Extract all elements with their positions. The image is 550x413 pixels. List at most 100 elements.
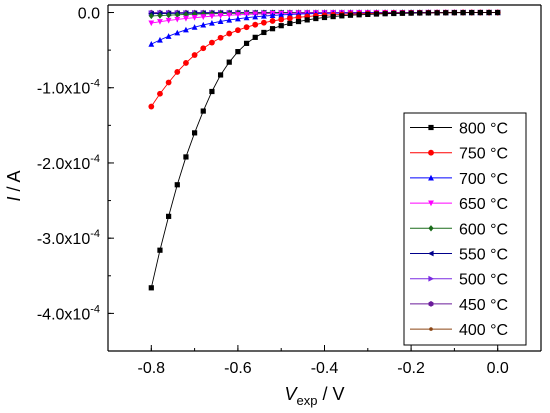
data-point xyxy=(243,40,250,46)
data-point xyxy=(235,15,241,22)
legend-entry: 750 °C xyxy=(410,146,508,163)
x-tick-label: -0.6 xyxy=(224,360,252,377)
data-point xyxy=(313,15,319,22)
data-point xyxy=(252,21,259,28)
data-point xyxy=(148,41,155,47)
data-point xyxy=(226,16,233,23)
data-point xyxy=(217,72,224,78)
data-point xyxy=(157,247,163,253)
data-point xyxy=(191,52,198,58)
legend-entry: 650 °C xyxy=(410,196,508,213)
data-point xyxy=(269,12,276,19)
legend-label: 500 °C xyxy=(459,272,508,289)
data-point xyxy=(287,20,293,27)
data-point xyxy=(191,24,198,30)
series-0 xyxy=(148,9,501,291)
legend-label: 700 °C xyxy=(459,171,508,188)
data-point xyxy=(200,21,207,28)
data-point xyxy=(295,18,302,25)
legend-marker xyxy=(428,225,434,232)
data-point xyxy=(200,14,207,20)
data-point xyxy=(235,49,241,55)
data-point xyxy=(356,12,362,18)
legend-entry: 550 °C xyxy=(410,247,508,264)
data-point xyxy=(269,18,276,24)
data-point xyxy=(243,14,250,21)
data-point xyxy=(191,15,198,21)
legend-label: 600 °C xyxy=(459,221,508,238)
data-point xyxy=(295,14,302,21)
y-tick-label: -2.0x10-4 xyxy=(37,153,100,173)
data-point xyxy=(217,13,224,19)
data-point xyxy=(278,16,285,23)
data-point xyxy=(217,18,224,24)
axes: -0.8 -0.6 -0.4 -0.2 0.0 0.0 -1.0x10-4 -2.0x10-4… xyxy=(4,4,542,408)
legend-marker xyxy=(428,301,434,307)
y-tick-label: -3.0x10-4 xyxy=(37,228,100,248)
data-point xyxy=(165,79,172,86)
legend-entry: 800 °C xyxy=(410,121,508,138)
x-tick-label: 0.0 xyxy=(487,360,509,377)
data-point xyxy=(226,30,233,37)
data-point xyxy=(486,9,492,16)
data-point xyxy=(391,10,397,17)
legend-entry: 600 °C xyxy=(410,221,508,238)
x-tick-label: -0.4 xyxy=(311,360,339,377)
data-point xyxy=(217,34,224,41)
data-point xyxy=(252,34,258,40)
data-point xyxy=(209,39,215,46)
legend-marker xyxy=(429,327,433,331)
legend-marker xyxy=(428,200,434,207)
data-point xyxy=(373,11,380,17)
data-point xyxy=(408,10,414,16)
data-point xyxy=(166,11,172,19)
data-point xyxy=(157,90,163,97)
y-tick-label: 0.0 xyxy=(78,6,100,23)
x-tick-label: -0.2 xyxy=(397,360,425,377)
data-point xyxy=(200,45,207,52)
data-point xyxy=(434,10,440,16)
data-point xyxy=(260,19,267,26)
data-point xyxy=(469,9,475,16)
data-point xyxy=(148,20,155,27)
data-point xyxy=(165,33,172,39)
data-point xyxy=(235,27,241,34)
data-point xyxy=(382,11,388,17)
data-point xyxy=(252,13,259,20)
data-point xyxy=(174,29,181,36)
legend-label: 400 °C xyxy=(459,322,508,339)
legend-label: 650 °C xyxy=(459,196,508,213)
data-point xyxy=(460,10,466,16)
data-point xyxy=(183,26,189,33)
data-point xyxy=(278,23,284,29)
data-point xyxy=(183,154,189,160)
data-point xyxy=(495,9,501,16)
data-point xyxy=(339,13,345,19)
legend-marker xyxy=(427,250,434,257)
data-point xyxy=(286,11,293,18)
data-point xyxy=(365,11,371,18)
data-point xyxy=(148,285,154,291)
data-point xyxy=(192,130,198,136)
data-point xyxy=(157,36,163,43)
legend-marker xyxy=(428,174,434,181)
data-point xyxy=(443,10,449,16)
data-point xyxy=(174,182,180,188)
legend-marker xyxy=(428,149,434,156)
data-point xyxy=(261,29,267,36)
data-point xyxy=(278,11,285,18)
data-point xyxy=(243,24,250,31)
y-axis-label: I / A xyxy=(4,170,24,201)
legend-entry: 400 °C xyxy=(410,322,508,339)
data-point xyxy=(330,13,336,20)
data-point xyxy=(174,16,181,23)
data-point xyxy=(477,9,483,16)
legend-entry: 500 °C xyxy=(410,272,508,289)
legend: 800 °C 750 °C 700 °C 650 °C 600 °C 550 °C 500 … xyxy=(403,112,527,346)
data-point xyxy=(148,12,154,20)
data-point xyxy=(200,108,206,114)
legend-label: 550 °C xyxy=(459,247,508,264)
data-point xyxy=(183,60,189,66)
legend-box xyxy=(403,112,527,346)
